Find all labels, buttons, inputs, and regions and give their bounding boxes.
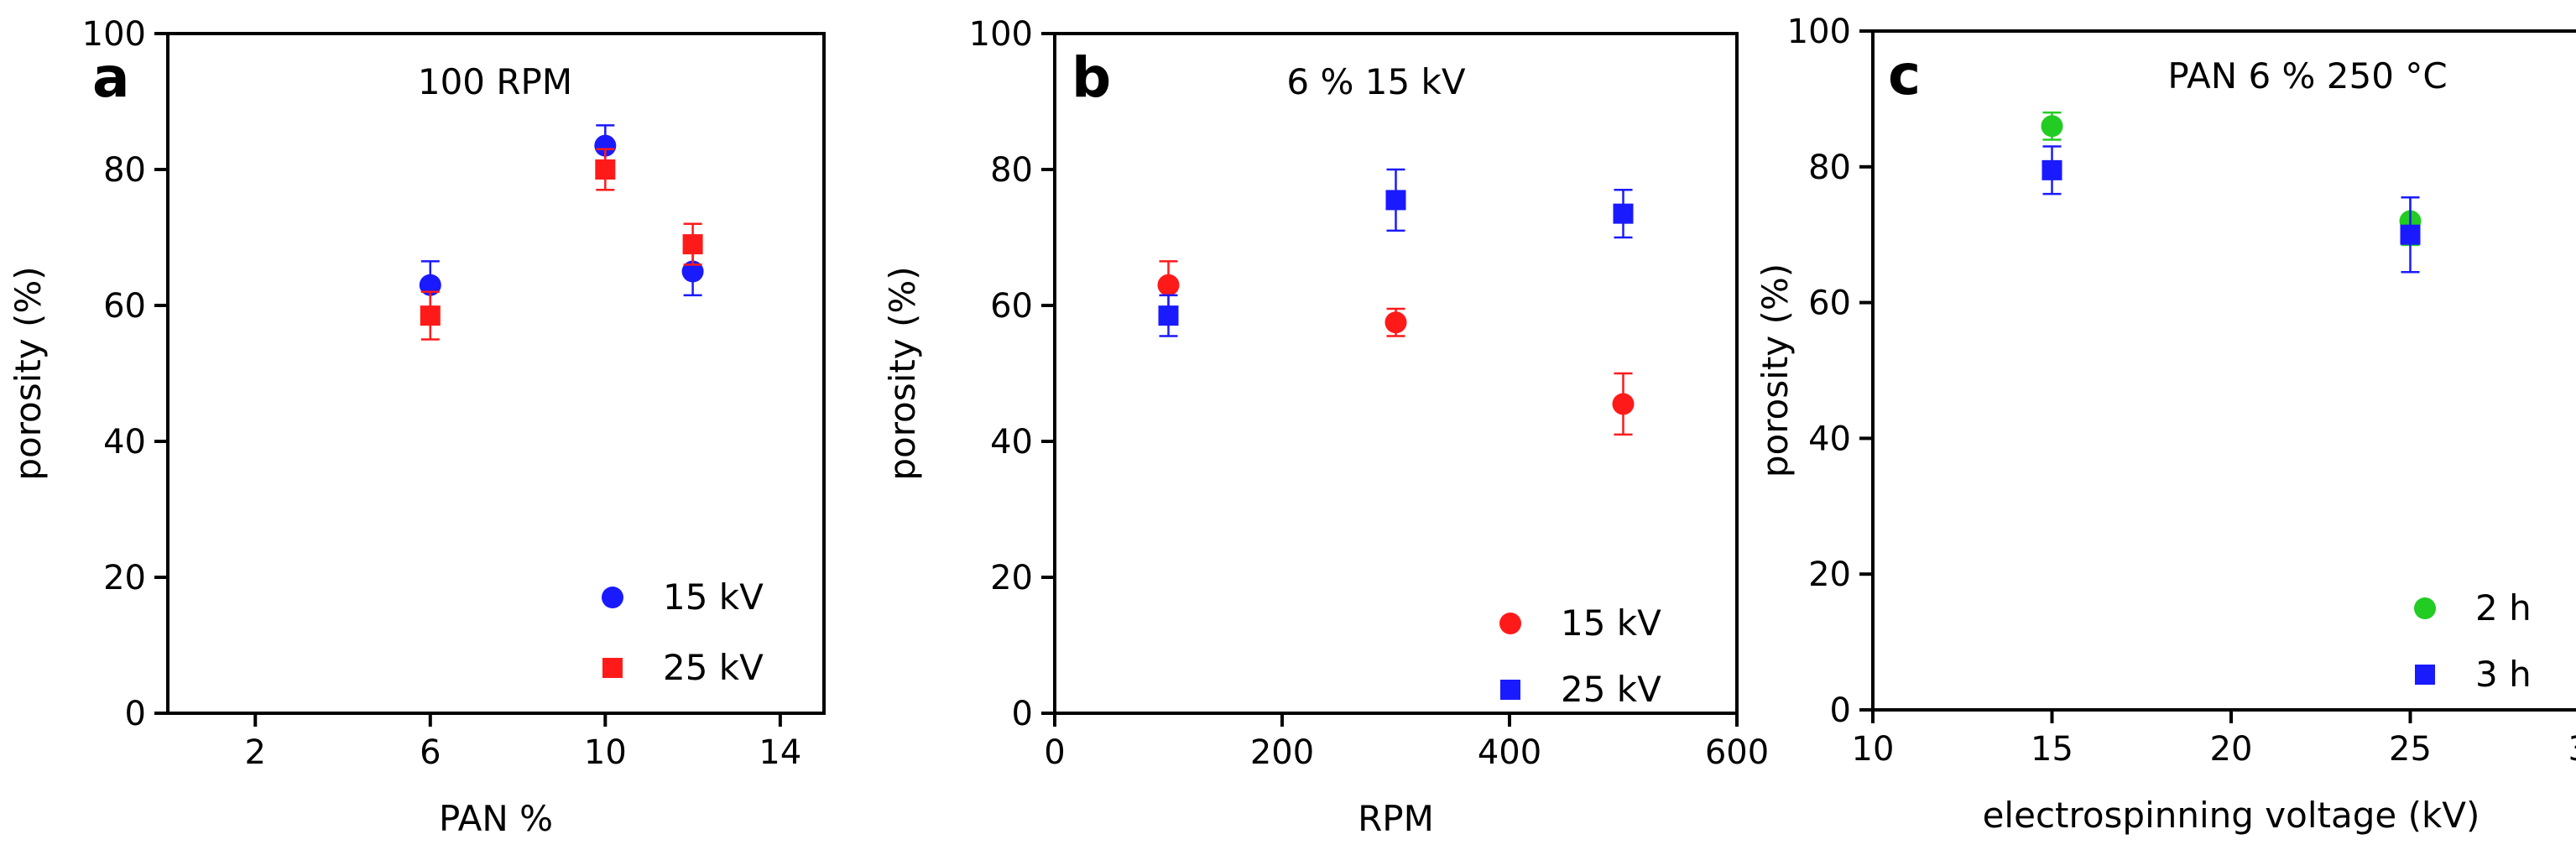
x-tick-label: 0 <box>1044 733 1065 772</box>
y-tick-label: 0 <box>1830 691 1851 730</box>
x-tick-label: 10 <box>1852 730 1895 769</box>
y-axis-label: porosity (%) <box>8 266 49 480</box>
y-tick-label: 20 <box>1808 555 1851 594</box>
data-point-3-h <box>2042 159 2062 180</box>
data-point-15-kV <box>1612 393 1635 415</box>
panel-letter: c <box>1888 43 1921 107</box>
plot-frame <box>1871 29 2576 712</box>
data-point-15-kV <box>681 260 704 283</box>
y-tick-label: 20 <box>103 559 146 597</box>
data-point-25-kV <box>1613 203 1634 224</box>
x-tick-label: 14 <box>759 733 801 772</box>
plot-frame <box>166 32 826 715</box>
x-tick-label: 6 <box>420 733 441 772</box>
y-tick-label: 60 <box>103 287 146 326</box>
y-tick-label: 20 <box>990 559 1033 597</box>
chart-panel-a: 0 20 40 60 80 100 2 6 10 14 PAN % porosity (%) a 100 … <box>8 15 826 839</box>
chart-title: 6 % 15 kV <box>1286 61 1465 102</box>
y-tick-label: 0 <box>125 695 146 733</box>
y-tick-label: 80 <box>1808 149 1851 187</box>
legend-marker <box>1500 680 1520 700</box>
y-tick-label: 100 <box>969 15 1033 54</box>
y-tick-label: 40 <box>1808 420 1851 458</box>
chart-title: PAN 6 % 250 °C <box>2167 55 2447 96</box>
legend-marker <box>2414 597 2436 619</box>
legend-marker <box>2415 665 2435 685</box>
data-point-25-kV <box>420 305 441 326</box>
legend-marker <box>602 587 623 608</box>
x-axis-label: electrospinning voltage (kV) <box>1983 795 2480 836</box>
y-tick-label: 100 <box>1787 13 1851 51</box>
x-tick-label: 600 <box>1705 733 1769 772</box>
y-tick-label: 100 <box>82 15 146 54</box>
panel-letter: b <box>1072 45 1111 110</box>
y-tick-label: 40 <box>990 423 1033 462</box>
legend-label: 25 kV <box>1561 669 1661 710</box>
x-axis-label: PAN % <box>439 798 553 839</box>
data-point-25-kV <box>682 234 703 255</box>
x-tick-label: 10 <box>584 733 627 772</box>
x-tick-label: 20 <box>2210 730 2253 769</box>
y-tick-label: 0 <box>1012 695 1033 733</box>
x-tick-label: 30 <box>2568 730 2576 769</box>
data-point-25-kV <box>1158 305 1179 326</box>
y-tick-label: 40 <box>103 423 146 462</box>
legend-label: 25 kV <box>663 647 764 688</box>
chart-title: 100 RPM <box>418 61 572 102</box>
data-point-2-h <box>2041 115 2063 138</box>
data-point-25-kV <box>595 159 616 180</box>
data-point-25-kV <box>1385 190 1406 211</box>
y-axis-label: porosity (%) <box>882 266 923 480</box>
legend-label: 15 kV <box>663 576 764 618</box>
legend-label: 15 kV <box>1561 602 1661 644</box>
data-point-15-kV <box>594 134 617 157</box>
y-tick-label: 60 <box>990 287 1033 326</box>
x-tick-label: 25 <box>2389 730 2432 769</box>
y-tick-label: 60 <box>1808 284 1851 323</box>
data-point-15-kV <box>1384 311 1407 334</box>
y-axis-label: porosity (%) <box>1755 263 1796 477</box>
plot-frame <box>1053 32 1739 715</box>
x-tick-label: 200 <box>1250 733 1314 772</box>
x-axis-label: RPM <box>1358 798 1434 839</box>
legend-label: 3 h <box>2475 654 2532 695</box>
data-point-15-kV <box>1157 274 1180 296</box>
panel-letter: a <box>92 45 130 110</box>
y-tick-label: 80 <box>990 151 1033 190</box>
x-tick-label: 2 <box>245 733 266 772</box>
legend-label: 2 h <box>2475 587 2532 628</box>
chart-panel-b: 0 20 40 60 80 100 0 200 400 600 RPM porosity (%) b 6 … <box>882 15 1769 839</box>
chart-panel-c: 0 20 40 60 80 100 10 15 20 25 30 electrospinning vo… <box>1755 13 2576 836</box>
data-point-15-kV <box>419 274 441 296</box>
y-tick-label: 80 <box>103 151 146 190</box>
legend-marker <box>602 658 623 678</box>
x-tick-label: 15 <box>2031 730 2073 769</box>
data-point-3-h <box>2400 224 2421 245</box>
x-tick-label: 400 <box>1478 733 1541 772</box>
legend-marker <box>1499 613 1521 634</box>
